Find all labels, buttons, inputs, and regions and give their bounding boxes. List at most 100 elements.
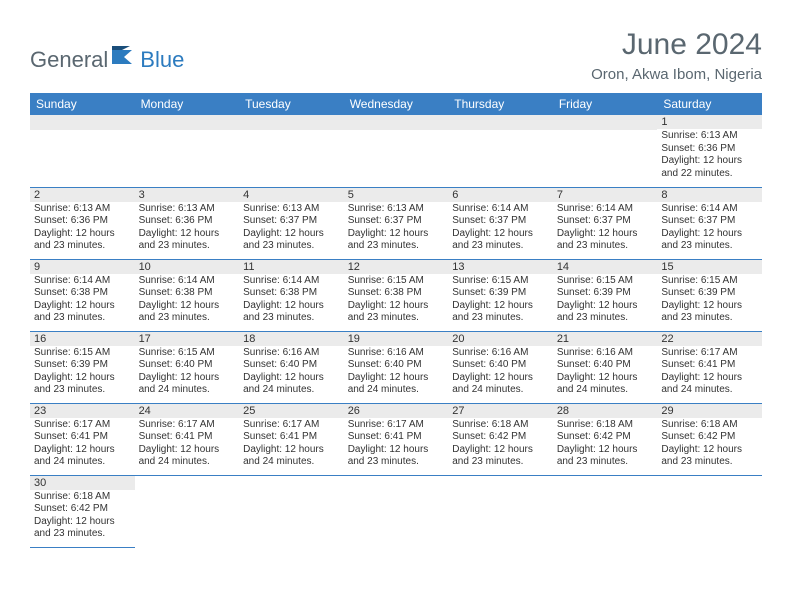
daylight-text: Daylight: 12 hours and 24 minutes.	[348, 372, 445, 397]
day-number	[448, 115, 553, 130]
day-number: 2	[30, 188, 135, 202]
daylight-text: Daylight: 12 hours and 23 minutes.	[452, 300, 549, 325]
day-details: Sunrise: 6:13 AMSunset: 6:36 PMDaylight:…	[30, 202, 135, 255]
sunset-text: Sunset: 6:37 PM	[661, 215, 758, 228]
calendar-cell: 16Sunrise: 6:15 AMSunset: 6:39 PMDayligh…	[30, 331, 135, 403]
calendar-cell: 30Sunrise: 6:18 AMSunset: 6:42 PMDayligh…	[30, 475, 135, 547]
daylight-text: Daylight: 12 hours and 24 minutes.	[243, 444, 340, 469]
logo: General Blue	[30, 28, 184, 73]
day-number: 16	[30, 332, 135, 346]
sunrise-text: Sunrise: 6:17 AM	[348, 419, 445, 432]
calendar-cell: 18Sunrise: 6:16 AMSunset: 6:40 PMDayligh…	[239, 331, 344, 403]
sunset-text: Sunset: 6:36 PM	[139, 215, 236, 228]
sunset-text: Sunset: 6:40 PM	[557, 359, 654, 372]
sunrise-text: Sunrise: 6:16 AM	[348, 347, 445, 360]
day-number: 1	[657, 115, 762, 129]
calendar-row: 2Sunrise: 6:13 AMSunset: 6:36 PMDaylight…	[30, 187, 762, 259]
day-details: Sunrise: 6:17 AMSunset: 6:41 PMDaylight:…	[239, 418, 344, 471]
day-details: Sunrise: 6:15 AMSunset: 6:39 PMDaylight:…	[553, 274, 658, 327]
day-number: 8	[657, 188, 762, 202]
calendar-cell: 10Sunrise: 6:14 AMSunset: 6:38 PMDayligh…	[135, 259, 240, 331]
sunset-text: Sunset: 6:41 PM	[243, 431, 340, 444]
sunrise-text: Sunrise: 6:17 AM	[139, 419, 236, 432]
calendar-cell: 13Sunrise: 6:15 AMSunset: 6:39 PMDayligh…	[448, 259, 553, 331]
daylight-text: Daylight: 12 hours and 23 minutes.	[34, 228, 131, 253]
day-number: 25	[239, 404, 344, 418]
sunset-text: Sunset: 6:38 PM	[243, 287, 340, 300]
calendar-row: 9Sunrise: 6:14 AMSunset: 6:38 PMDaylight…	[30, 259, 762, 331]
weekday-header: Tuesday	[239, 93, 344, 115]
calendar-cell: 12Sunrise: 6:15 AMSunset: 6:38 PMDayligh…	[344, 259, 449, 331]
day-number	[344, 115, 449, 130]
calendar-cell	[344, 115, 449, 187]
daylight-text: Daylight: 12 hours and 23 minutes.	[661, 228, 758, 253]
sunrise-text: Sunrise: 6:18 AM	[557, 419, 654, 432]
daylight-text: Daylight: 12 hours and 24 minutes.	[452, 372, 549, 397]
weekday-header: Sunday	[30, 93, 135, 115]
day-details: Sunrise: 6:14 AMSunset: 6:37 PMDaylight:…	[657, 202, 762, 255]
daylight-text: Daylight: 12 hours and 23 minutes.	[34, 516, 131, 541]
daylight-text: Daylight: 12 hours and 23 minutes.	[243, 228, 340, 253]
sunrise-text: Sunrise: 6:13 AM	[34, 203, 131, 216]
day-details: Sunrise: 6:17 AMSunset: 6:41 PMDaylight:…	[657, 346, 762, 399]
day-number	[553, 115, 658, 130]
sunset-text: Sunset: 6:39 PM	[34, 359, 131, 372]
day-details: Sunrise: 6:15 AMSunset: 6:39 PMDaylight:…	[30, 346, 135, 399]
day-number: 3	[135, 188, 240, 202]
calendar-cell: 27Sunrise: 6:18 AMSunset: 6:42 PMDayligh…	[448, 403, 553, 475]
daylight-text: Daylight: 12 hours and 23 minutes.	[34, 300, 131, 325]
sunset-text: Sunset: 6:40 PM	[243, 359, 340, 372]
daylight-text: Daylight: 12 hours and 24 minutes.	[243, 372, 340, 397]
day-details: Sunrise: 6:15 AMSunset: 6:40 PMDaylight:…	[135, 346, 240, 399]
weekday-header: Friday	[553, 93, 658, 115]
calendar-cell: 4Sunrise: 6:13 AMSunset: 6:37 PMDaylight…	[239, 187, 344, 259]
calendar-cell: 20Sunrise: 6:16 AMSunset: 6:40 PMDayligh…	[448, 331, 553, 403]
day-details: Sunrise: 6:15 AMSunset: 6:38 PMDaylight:…	[344, 274, 449, 327]
daylight-text: Daylight: 12 hours and 23 minutes.	[452, 228, 549, 253]
calendar-cell	[30, 115, 135, 187]
sunset-text: Sunset: 6:41 PM	[348, 431, 445, 444]
calendar-row: 30Sunrise: 6:18 AMSunset: 6:42 PMDayligh…	[30, 475, 762, 547]
sunrise-text: Sunrise: 6:15 AM	[557, 275, 654, 288]
page: General Blue June 2024 Oron, Akwa Ibom, …	[0, 0, 792, 548]
calendar-cell	[135, 115, 240, 187]
day-number: 12	[344, 260, 449, 274]
sunrise-text: Sunrise: 6:17 AM	[243, 419, 340, 432]
sunset-text: Sunset: 6:36 PM	[34, 215, 131, 228]
sunrise-text: Sunrise: 6:18 AM	[34, 491, 131, 504]
daylight-text: Daylight: 12 hours and 22 minutes.	[661, 155, 758, 180]
day-details: Sunrise: 6:18 AMSunset: 6:42 PMDaylight:…	[448, 418, 553, 471]
sunset-text: Sunset: 6:40 PM	[452, 359, 549, 372]
day-number: 20	[448, 332, 553, 346]
flag-icon	[112, 46, 138, 69]
sunrise-text: Sunrise: 6:15 AM	[34, 347, 131, 360]
title-block: June 2024 Oron, Akwa Ibom, Nigeria	[591, 28, 762, 83]
sunset-text: Sunset: 6:37 PM	[557, 215, 654, 228]
day-details: Sunrise: 6:17 AMSunset: 6:41 PMDaylight:…	[344, 418, 449, 471]
calendar-cell	[553, 115, 658, 187]
day-number: 18	[239, 332, 344, 346]
day-number	[239, 115, 344, 130]
sunset-text: Sunset: 6:42 PM	[661, 431, 758, 444]
sunrise-text: Sunrise: 6:16 AM	[243, 347, 340, 360]
logo-text-general: General	[30, 47, 108, 73]
day-details: Sunrise: 6:14 AMSunset: 6:37 PMDaylight:…	[553, 202, 658, 255]
day-details: Sunrise: 6:15 AMSunset: 6:39 PMDaylight:…	[448, 274, 553, 327]
calendar-cell: 1Sunrise: 6:13 AMSunset: 6:36 PMDaylight…	[657, 115, 762, 187]
sunrise-text: Sunrise: 6:14 AM	[661, 203, 758, 216]
daylight-text: Daylight: 12 hours and 23 minutes.	[661, 300, 758, 325]
sunset-text: Sunset: 6:37 PM	[452, 215, 549, 228]
calendar-cell: 6Sunrise: 6:14 AMSunset: 6:37 PMDaylight…	[448, 187, 553, 259]
sunset-text: Sunset: 6:39 PM	[661, 287, 758, 300]
day-details: Sunrise: 6:13 AMSunset: 6:36 PMDaylight:…	[135, 202, 240, 255]
day-number: 30	[30, 476, 135, 490]
sunset-text: Sunset: 6:38 PM	[348, 287, 445, 300]
weekday-header: Wednesday	[344, 93, 449, 115]
daylight-text: Daylight: 12 hours and 23 minutes.	[557, 444, 654, 469]
sunrise-text: Sunrise: 6:17 AM	[34, 419, 131, 432]
sunrise-text: Sunrise: 6:13 AM	[243, 203, 340, 216]
calendar-cell	[448, 475, 553, 547]
calendar-cell	[239, 115, 344, 187]
sunrise-text: Sunrise: 6:14 AM	[243, 275, 340, 288]
sunrise-text: Sunrise: 6:15 AM	[139, 347, 236, 360]
